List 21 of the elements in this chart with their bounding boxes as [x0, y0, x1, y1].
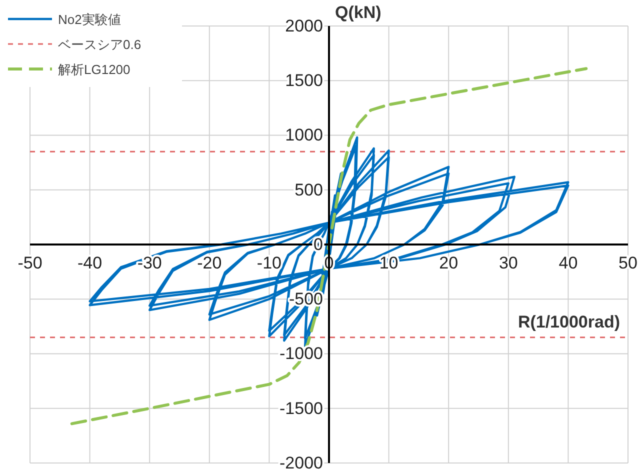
legend-label: 解析LG1200 — [58, 62, 130, 77]
legend-label: No2実験値 — [58, 12, 121, 27]
x-tick-label: 30 — [498, 254, 518, 273]
x-tick-label: -20 — [197, 254, 222, 273]
x-tick-label: -30 — [137, 254, 162, 273]
y-tick-label: -1500 — [280, 398, 323, 418]
y-tick-label: 500 — [294, 180, 323, 200]
y-tick-label: -2000 — [280, 453, 323, 472]
x-axis-title: R(1/1000rad) — [518, 312, 620, 332]
y-tick-label: 1000 — [285, 126, 323, 145]
x-tick-label: -40 — [78, 254, 102, 273]
y-axis-title: Q(kN) — [335, 3, 382, 22]
x-tick-label: -50 — [18, 254, 42, 273]
x-tick-label: 20 — [439, 254, 458, 273]
y-tick-label: 1500 — [285, 71, 323, 90]
x-tick-label: -10 — [256, 254, 282, 273]
x-tick-label: 50 — [618, 254, 638, 273]
y-tick-label: 2000 — [285, 16, 323, 36]
y-tick-label: -1000 — [280, 344, 323, 364]
legend-label: ベースシア0.6 — [58, 37, 142, 52]
x-tick-label: 40 — [558, 254, 578, 273]
